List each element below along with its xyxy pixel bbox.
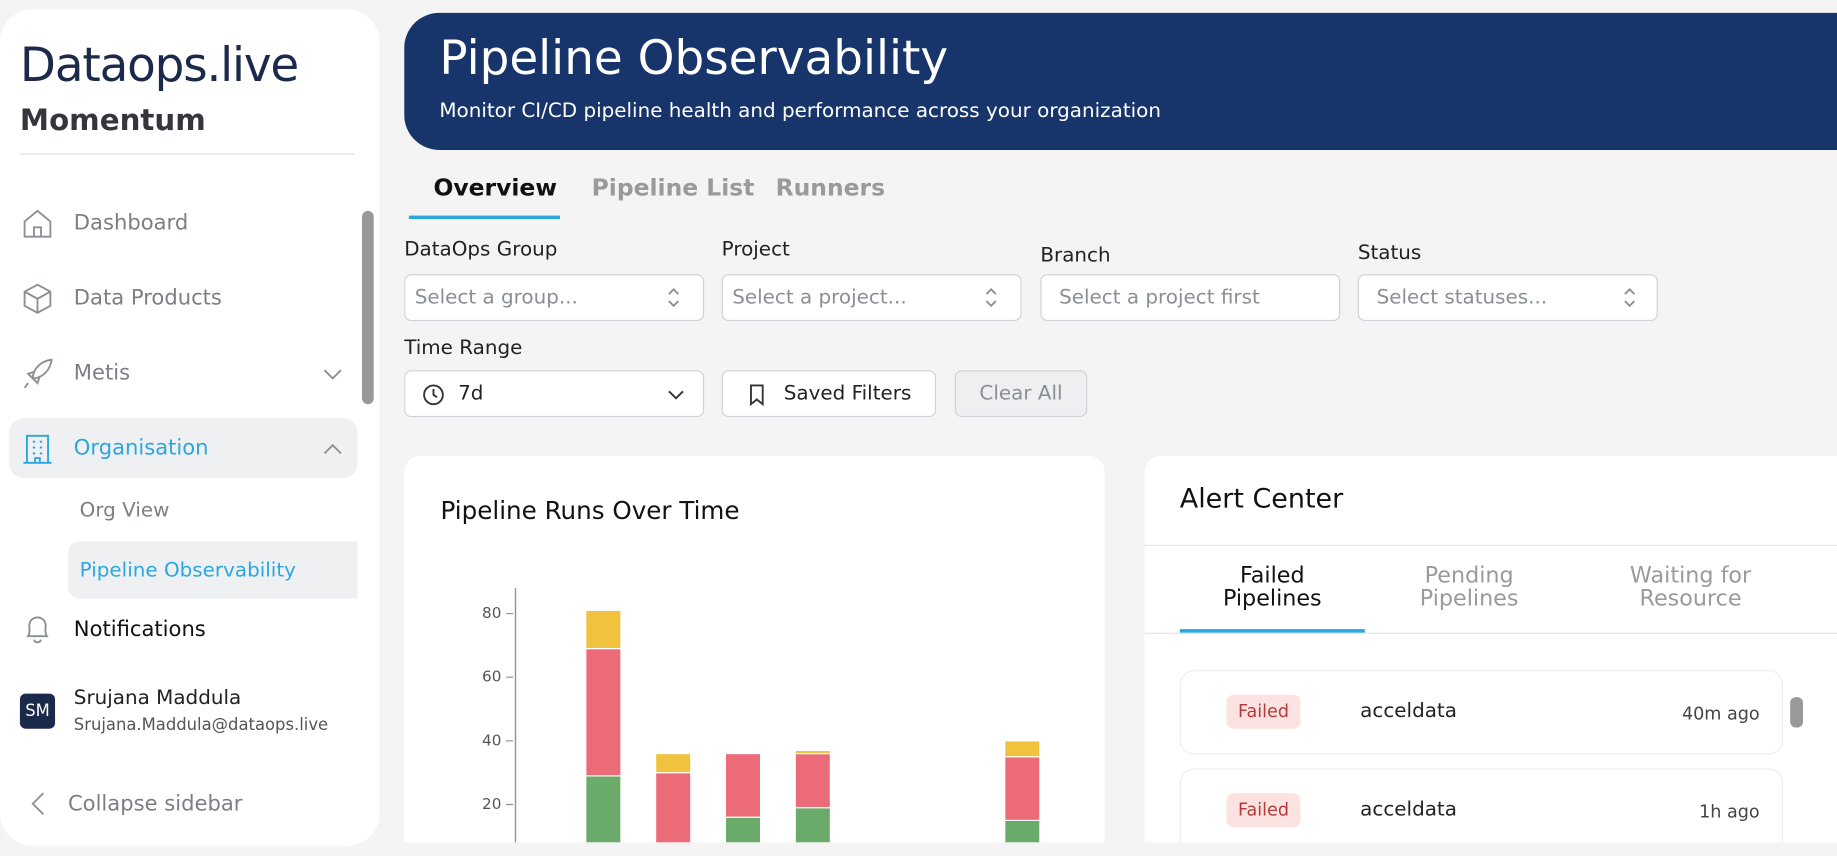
- avatar: SM: [19, 693, 56, 729]
- scrollbar[interactable]: [362, 193, 374, 597]
- tab[interactable]: Pipeline List: [591, 173, 755, 202]
- page-subtitle: Monitor CI/CD pipeline health and perfor…: [439, 99, 1161, 124]
- nav-active-bg: [9, 418, 358, 478]
- home-icon: [23, 209, 52, 238]
- chevron-down[interactable]: [321, 363, 344, 386]
- status-badge: Failed: [1226, 694, 1301, 729]
- select[interactable]: Select a project...: [721, 274, 1022, 322]
- updown-icon: [1624, 288, 1635, 308]
- chevron-up[interactable]: [321, 438, 344, 461]
- alert-name: acceldata: [1360, 699, 1457, 723]
- y-tick-label: 60: [482, 668, 501, 686]
- scroll-thumb[interactable]: [362, 210, 374, 405]
- bar-segment: [794, 807, 831, 843]
- scroll-thumb[interactable]: [1790, 697, 1804, 728]
- subnav-item[interactable]: Pipeline Observability: [79, 558, 296, 583]
- filter-label: Branch: [1040, 243, 1111, 268]
- status-badge: Failed: [1226, 793, 1301, 828]
- nav-item[interactable]: Organisation: [73, 435, 209, 461]
- updown-icon: [985, 288, 997, 308]
- select[interactable]: Select a project first: [1040, 274, 1341, 322]
- select[interactable]: Select statuses...: [1357, 274, 1658, 322]
- main: Pipeline Observability Monitor CI/CD pip…: [404, 0, 1837, 843]
- collapse-button[interactable]: Collapse sidebar: [67, 791, 243, 817]
- chevron-left[interactable]: [26, 790, 49, 818]
- tab[interactable]: Overview: [433, 173, 557, 202]
- chevron-down: [668, 390, 684, 400]
- y-tick-label: 20: [482, 795, 501, 813]
- subnav-active-bg: [67, 541, 358, 599]
- nav-item[interactable]: Metis: [73, 360, 131, 386]
- box-icon: [23, 283, 52, 314]
- scrollbar[interactable]: [1790, 676, 1804, 842]
- y-tick-label: 40: [482, 731, 501, 749]
- bar-segment: [655, 772, 692, 843]
- clock-icon: [423, 384, 444, 406]
- updown-icon: [668, 288, 679, 308]
- alert-time: 1h ago: [1699, 801, 1760, 823]
- bar-segment: [794, 752, 831, 809]
- select[interactable]: Select a group...: [404, 274, 705, 322]
- chart-title: Pipeline Runs Over Time: [441, 496, 740, 525]
- alert-tab[interactable]: Failed Pipelines: [1222, 562, 1322, 612]
- alert-title: Alert Center: [1179, 483, 1344, 515]
- bar-segment: [794, 749, 831, 755]
- bar-segment: [1004, 740, 1041, 758]
- bar-segment: [1004, 756, 1041, 821]
- y-tick-label: 80: [482, 604, 501, 622]
- bell-icon: [26, 616, 49, 644]
- nav-item[interactable]: Notifications: [73, 617, 206, 643]
- alert-item[interactable]: [1179, 670, 1784, 755]
- alert-time: 40m ago: [1681, 702, 1760, 725]
- divider: [1144, 544, 1837, 546]
- alert-item[interactable]: [1179, 768, 1784, 843]
- nav-item[interactable]: Dashboard: [73, 210, 189, 236]
- alert-tab[interactable]: Pending Pipelines: [1419, 562, 1519, 612]
- filter-label: Status: [1357, 241, 1422, 265]
- filter-label: Time Range: [404, 336, 523, 360]
- header-banner: [404, 12, 1837, 150]
- alert-card: [1144, 455, 1837, 843]
- select[interactable]: 7d: [404, 370, 705, 418]
- divider: [1144, 632, 1837, 634]
- user-email: Srujana.Maddula@dataops.live: [73, 715, 329, 735]
- nav-item[interactable]: Data Products: [73, 285, 222, 311]
- bar-segment: [585, 609, 622, 650]
- alert-tab[interactable]: Waiting for Resource: [1629, 562, 1752, 612]
- product-name: Momentum: [19, 103, 206, 138]
- filter-label: Project: [721, 237, 790, 262]
- building-icon: [23, 434, 52, 464]
- tab-underline: [408, 215, 561, 220]
- bookmark-icon: [750, 384, 764, 407]
- alert-name: acceldata: [1360, 797, 1457, 822]
- divider: [19, 153, 355, 155]
- subnav-item[interactable]: Org View: [79, 499, 170, 523]
- tab-underline: [1179, 629, 1365, 633]
- chart: Pipeline Runs Over Time 20 40 60 80: [441, 496, 1041, 843]
- rocket-icon: [23, 358, 53, 389]
- clear-all-button[interactable]: Clear All: [954, 370, 1088, 418]
- logo: Dataops.live: [19, 38, 299, 93]
- bar-segment: [585, 775, 622, 843]
- subnav-bg: [67, 480, 358, 544]
- filter-label: DataOps Group: [404, 237, 558, 262]
- bar-segment: [724, 816, 762, 843]
- bar-segment: [724, 752, 762, 818]
- bar-segment: [655, 752, 692, 774]
- saved-filters-button[interactable]: Saved Filters: [721, 370, 937, 418]
- bar-segment: [585, 647, 622, 777]
- tab[interactable]: Runners: [775, 173, 886, 202]
- user-name: Srujana Maddula: [73, 686, 242, 710]
- page-title: Pipeline Observability: [439, 31, 949, 86]
- bar-segment: [1004, 819, 1041, 843]
